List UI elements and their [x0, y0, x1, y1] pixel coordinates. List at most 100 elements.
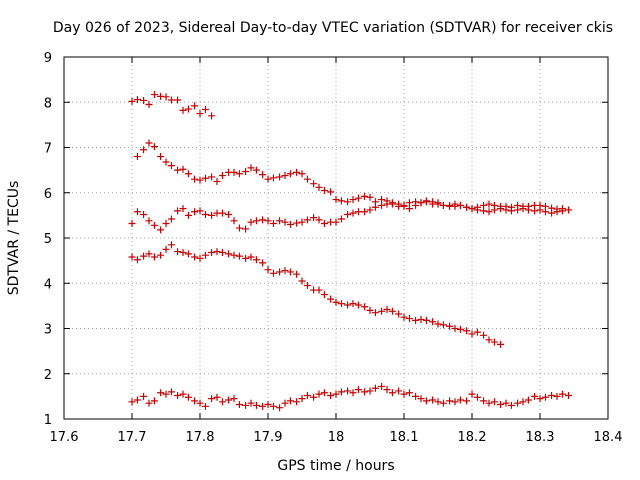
data-point: [191, 253, 199, 261]
data-point: [298, 170, 306, 178]
data-point: [371, 384, 379, 392]
data-point: [354, 301, 362, 309]
data-point: [191, 102, 199, 110]
data-point: [451, 200, 459, 208]
data-point: [242, 167, 250, 175]
data-point: [354, 194, 362, 202]
data-point: [269, 402, 277, 410]
data-point: [133, 256, 141, 264]
data-point: [361, 208, 369, 216]
data-point: [485, 200, 493, 208]
data-point: [286, 220, 294, 228]
data-point: [184, 105, 192, 113]
series-4: [128, 241, 505, 348]
data-point: [303, 391, 311, 399]
data-point: [293, 270, 301, 278]
data-point: [201, 402, 209, 410]
data-point: [128, 398, 136, 406]
data-point: [150, 91, 158, 99]
data-point: [366, 387, 374, 395]
chart-title: Day 026 of 2023, Sidereal Day-to-day VTE…: [53, 20, 613, 36]
data-point: [405, 199, 413, 207]
data-point: [150, 143, 158, 151]
data-point: [201, 210, 209, 218]
data-point: [196, 399, 204, 407]
data-point: [235, 252, 243, 260]
data-point: [162, 390, 170, 398]
data-point: [422, 197, 430, 205]
data-point: [480, 331, 488, 339]
data-point: [298, 277, 306, 285]
data-point: [225, 250, 233, 258]
data-point: [434, 200, 442, 208]
data-point: [145, 139, 153, 147]
data-point: [276, 217, 284, 225]
data-point: [242, 254, 250, 262]
data-point: [405, 205, 413, 213]
data-point: [201, 251, 209, 259]
data-point: [490, 206, 498, 214]
data-point: [247, 164, 255, 172]
data-point: [417, 315, 425, 323]
data-point: [310, 214, 318, 222]
data-point: [429, 318, 437, 326]
data-point: [349, 300, 357, 308]
data-point: [388, 199, 396, 207]
data-point: [157, 153, 165, 161]
series-2: [133, 139, 573, 214]
data-point: [230, 251, 238, 259]
data-point: [235, 401, 243, 409]
data-point: [259, 259, 267, 267]
data-point: [463, 397, 471, 405]
data-point: [298, 395, 306, 403]
data-point: [150, 221, 158, 229]
data-point: [259, 402, 267, 410]
data-point: [383, 386, 391, 394]
data-point: [174, 166, 182, 174]
data-point: [417, 199, 425, 207]
data-point: [167, 388, 175, 396]
data-point: [179, 106, 187, 114]
data-point: [303, 282, 311, 290]
data-point: [196, 254, 204, 262]
data-point: [361, 192, 369, 200]
data-point: [281, 172, 289, 180]
data-point: [230, 217, 238, 225]
data-point: [269, 220, 277, 228]
data-point: [439, 399, 447, 407]
data-point: [344, 387, 352, 395]
y-tick-label: 5: [44, 232, 52, 247]
data-point: [429, 198, 437, 206]
data-point: [167, 162, 175, 170]
data-point: [463, 327, 471, 335]
x-tick-label: 17.6: [50, 430, 79, 445]
y-tick-label: 4: [44, 277, 52, 292]
data-point: [327, 188, 335, 196]
data-point: [400, 313, 408, 321]
data-point: [145, 250, 153, 258]
data-point: [490, 338, 498, 346]
data-point: [446, 202, 454, 210]
data-point: [293, 219, 301, 227]
data-point: [242, 401, 250, 409]
data-point: [230, 168, 238, 176]
data-point: [196, 176, 204, 184]
data-point: [133, 396, 141, 404]
data-point: [242, 225, 250, 233]
y-tick-label: 7: [44, 142, 52, 157]
x-tick-label: 18.2: [458, 430, 487, 445]
data-point: [247, 399, 255, 407]
data-point: [174, 207, 182, 215]
data-point: [208, 112, 216, 120]
data-point: [208, 248, 216, 256]
data-point: [264, 401, 272, 409]
data-point: [558, 390, 566, 398]
data-point: [213, 177, 221, 185]
data-point: [468, 205, 476, 213]
data-point: [191, 208, 199, 216]
data-point: [259, 216, 267, 224]
data-point: [191, 397, 199, 405]
x-tick-label: 17.8: [186, 430, 215, 445]
y-tick-label: 1: [44, 413, 52, 428]
